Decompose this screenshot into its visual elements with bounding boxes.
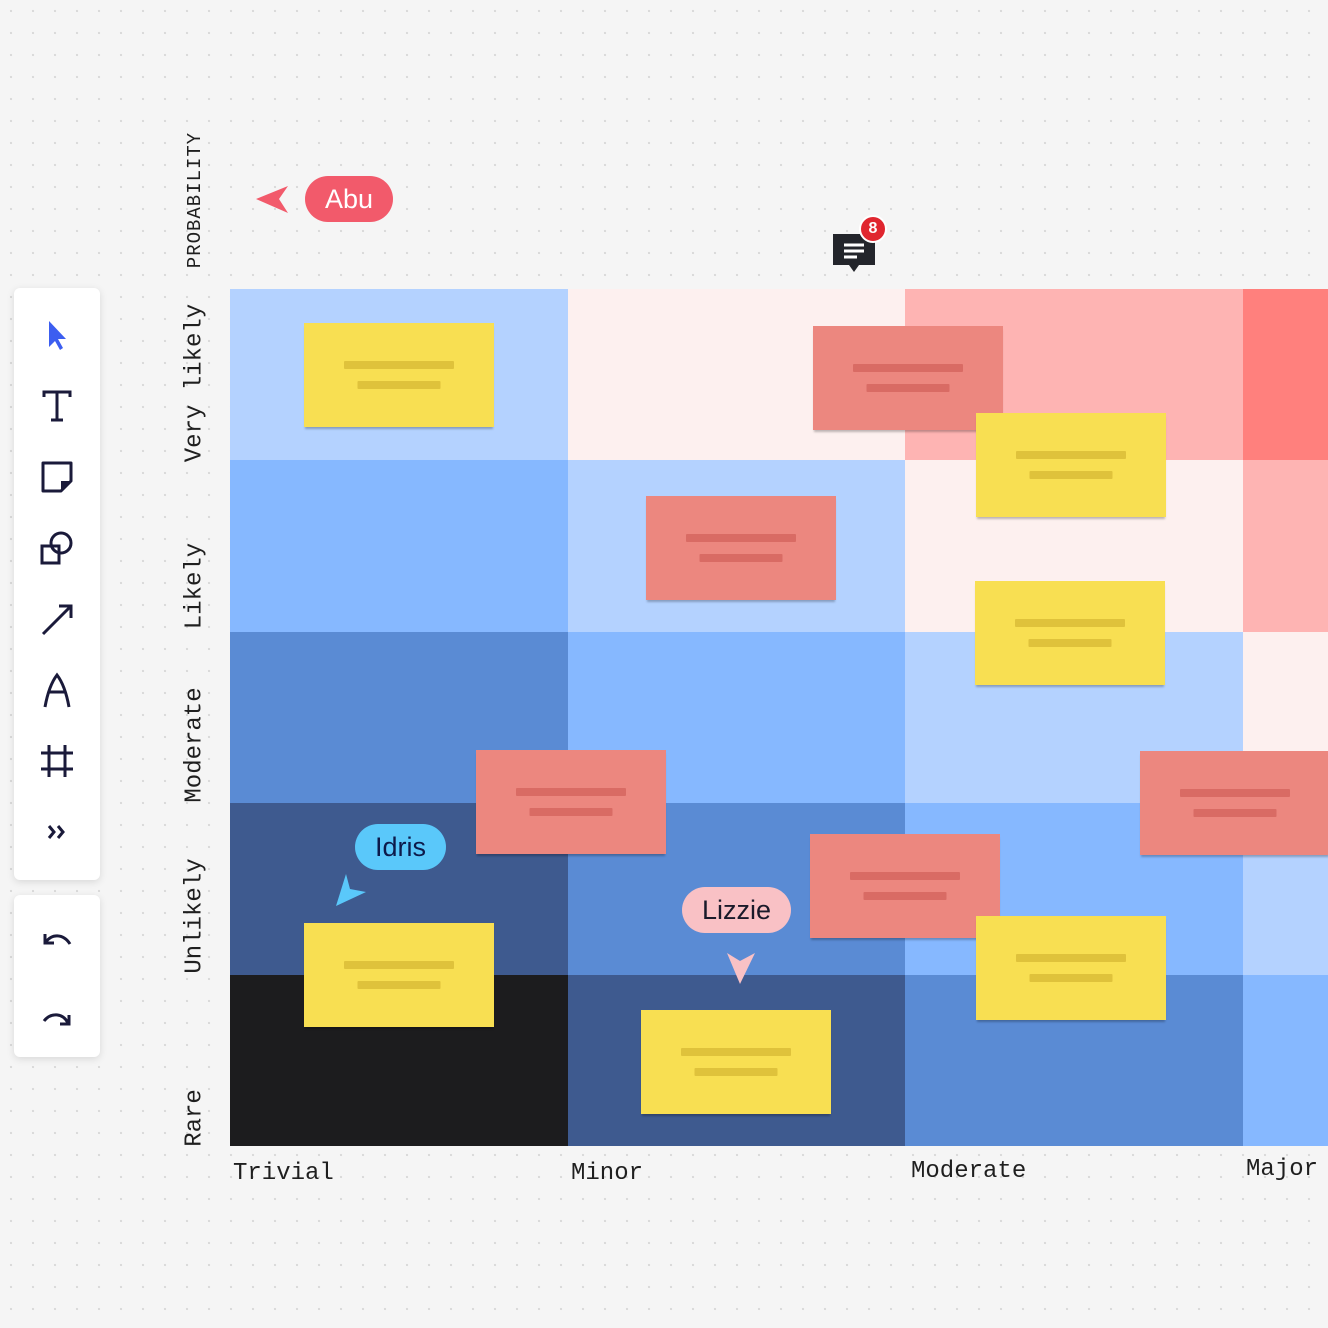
sticky-note[interactable]: [810, 834, 1000, 938]
sticky-note[interactable]: [813, 326, 1003, 430]
undo-icon: [43, 934, 72, 945]
undo-button[interactable]: [37, 922, 77, 962]
sticky-note[interactable]: [1140, 751, 1328, 855]
matrix-cell: [1242, 460, 1328, 632]
matrix-cell: [230, 460, 568, 632]
text-tool[interactable]: [37, 386, 77, 426]
matrix-cell: [1242, 289, 1328, 461]
sticky-note[interactable]: [646, 496, 836, 600]
connector-tool[interactable]: [37, 599, 77, 639]
sticky-note-tool[interactable]: [37, 457, 77, 497]
cursor-label-lizzie: Lizzie: [682, 887, 792, 933]
row-label-unlikely: Unlikely: [181, 858, 209, 974]
sticky-note[interactable]: [976, 413, 1166, 517]
cursor-label-abu: Abu: [305, 176, 394, 222]
sticky-note[interactable]: [641, 1010, 831, 1114]
idris-cursor-icon: [336, 874, 366, 906]
matrix-cell: [1242, 974, 1328, 1146]
arrow-icon: [41, 604, 73, 636]
col-label-moderate: Moderate: [911, 1158, 1027, 1185]
text-icon: [42, 390, 72, 422]
cursor-icon: [49, 321, 66, 350]
lizzie-cursor-icon: [727, 953, 755, 984]
redo-button[interactable]: [37, 993, 77, 1033]
sticky-note[interactable]: [975, 581, 1165, 685]
pen-tool[interactable]: [37, 670, 77, 710]
sticky-note[interactable]: [304, 923, 494, 1027]
chevrons-right-icon: [47, 825, 65, 839]
col-label-major: Major: [1246, 1156, 1319, 1183]
row-label-rare: Rare: [181, 1089, 209, 1147]
row-label-moderate: Moderate: [181, 687, 209, 803]
frame-tool[interactable]: [37, 741, 77, 781]
row-label-very-likely: Very likely: [181, 303, 209, 463]
select-tool[interactable]: [37, 315, 77, 355]
shapes-tool[interactable]: [37, 528, 77, 568]
redo-icon: [42, 1013, 71, 1026]
sticky-note-icon: [41, 461, 73, 493]
abu-cursor-icon: [256, 186, 288, 213]
shapes-icon: [40, 531, 73, 565]
sticky-note[interactable]: [476, 750, 666, 854]
history-toolbar: [14, 895, 100, 1057]
y-axis-title: PROBABILITY: [184, 131, 206, 269]
sticky-note[interactable]: [304, 323, 494, 427]
more-tools[interactable]: [37, 812, 77, 852]
sticky-note[interactable]: [976, 916, 1166, 1020]
row-label-likely: Likely: [181, 542, 209, 630]
pen-icon: [43, 672, 71, 708]
comment-icon[interactable]: [831, 232, 877, 276]
comment-count-badge: 8: [859, 215, 887, 243]
toolbar: [14, 288, 100, 880]
cursor-label-idris: Idris: [355, 824, 447, 870]
col-label-trivial: Trivial: [233, 1160, 334, 1187]
frame-icon: [41, 745, 73, 777]
col-label-minor: Minor: [571, 1160, 644, 1187]
